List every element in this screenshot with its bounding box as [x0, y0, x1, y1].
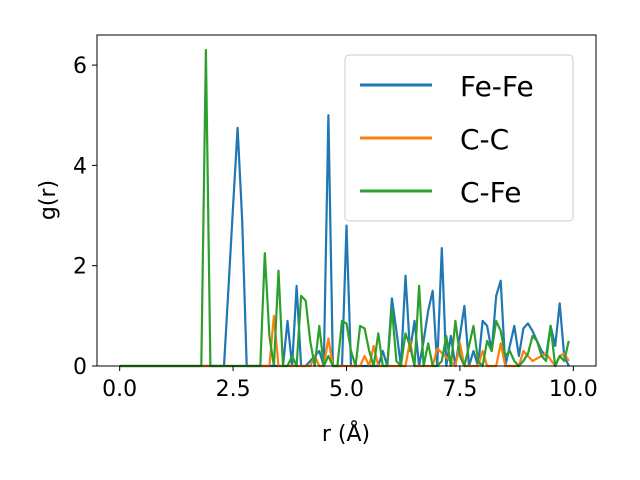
y-axis-label: g(r)	[36, 180, 61, 220]
y-tick-label: 2	[73, 255, 87, 280]
y-tick-label: 6	[73, 54, 87, 79]
legend-label-c-fe: C-Fe	[460, 176, 521, 209]
x-tick-label: 5.0	[329, 377, 364, 402]
x-tick-label: 0.0	[102, 377, 137, 402]
x-axis-label: r (Å)	[322, 420, 370, 447]
y-tick-label: 0	[73, 355, 87, 380]
x-axis: 0.0 2.5 5.0 7.5 10.0	[102, 366, 598, 402]
x-tick-label: 10.0	[549, 377, 598, 402]
x-tick-label: 7.5	[442, 377, 477, 402]
y-tick-label: 4	[73, 154, 87, 179]
legend-label-fe-fe: Fe-Fe	[460, 70, 534, 103]
y-axis: 0 2 4 6	[73, 54, 97, 380]
legend-label-c-c: C-C	[460, 123, 509, 156]
x-tick-label: 2.5	[216, 377, 251, 402]
legend-box	[344, 54, 574, 222]
legend: Fe-Fe C-C C-Fe	[344, 54, 574, 222]
